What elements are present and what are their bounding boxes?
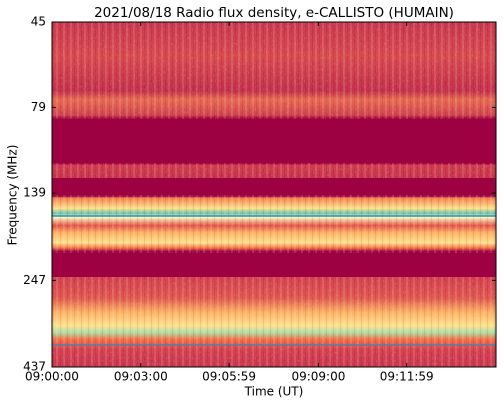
x-tick-label: 09:09:00 [291, 370, 345, 384]
y-tick-label: 79 [31, 100, 46, 114]
x-tick-label: 09:11:59 [380, 370, 434, 384]
plot-frame [51, 21, 497, 368]
x-axis-label: Time (UT) [244, 385, 304, 399]
x-tick-label: 09:03:00 [114, 370, 168, 384]
y-tick-label: 437 [23, 360, 46, 374]
y-tick-label: 139 [23, 186, 46, 200]
spectrogram-image [52, 22, 496, 367]
y-tick-label: 247 [23, 273, 46, 287]
x-tick-label: 09:05:59 [202, 370, 256, 384]
y-tick-label: 45 [31, 15, 46, 29]
y-axis-label: Frequency (MHz) [6, 145, 20, 246]
chart-title: 2021/08/18 Radio flux density, e-CALLIST… [94, 5, 454, 21]
x-tick-label: 09:00:00 [25, 370, 79, 384]
